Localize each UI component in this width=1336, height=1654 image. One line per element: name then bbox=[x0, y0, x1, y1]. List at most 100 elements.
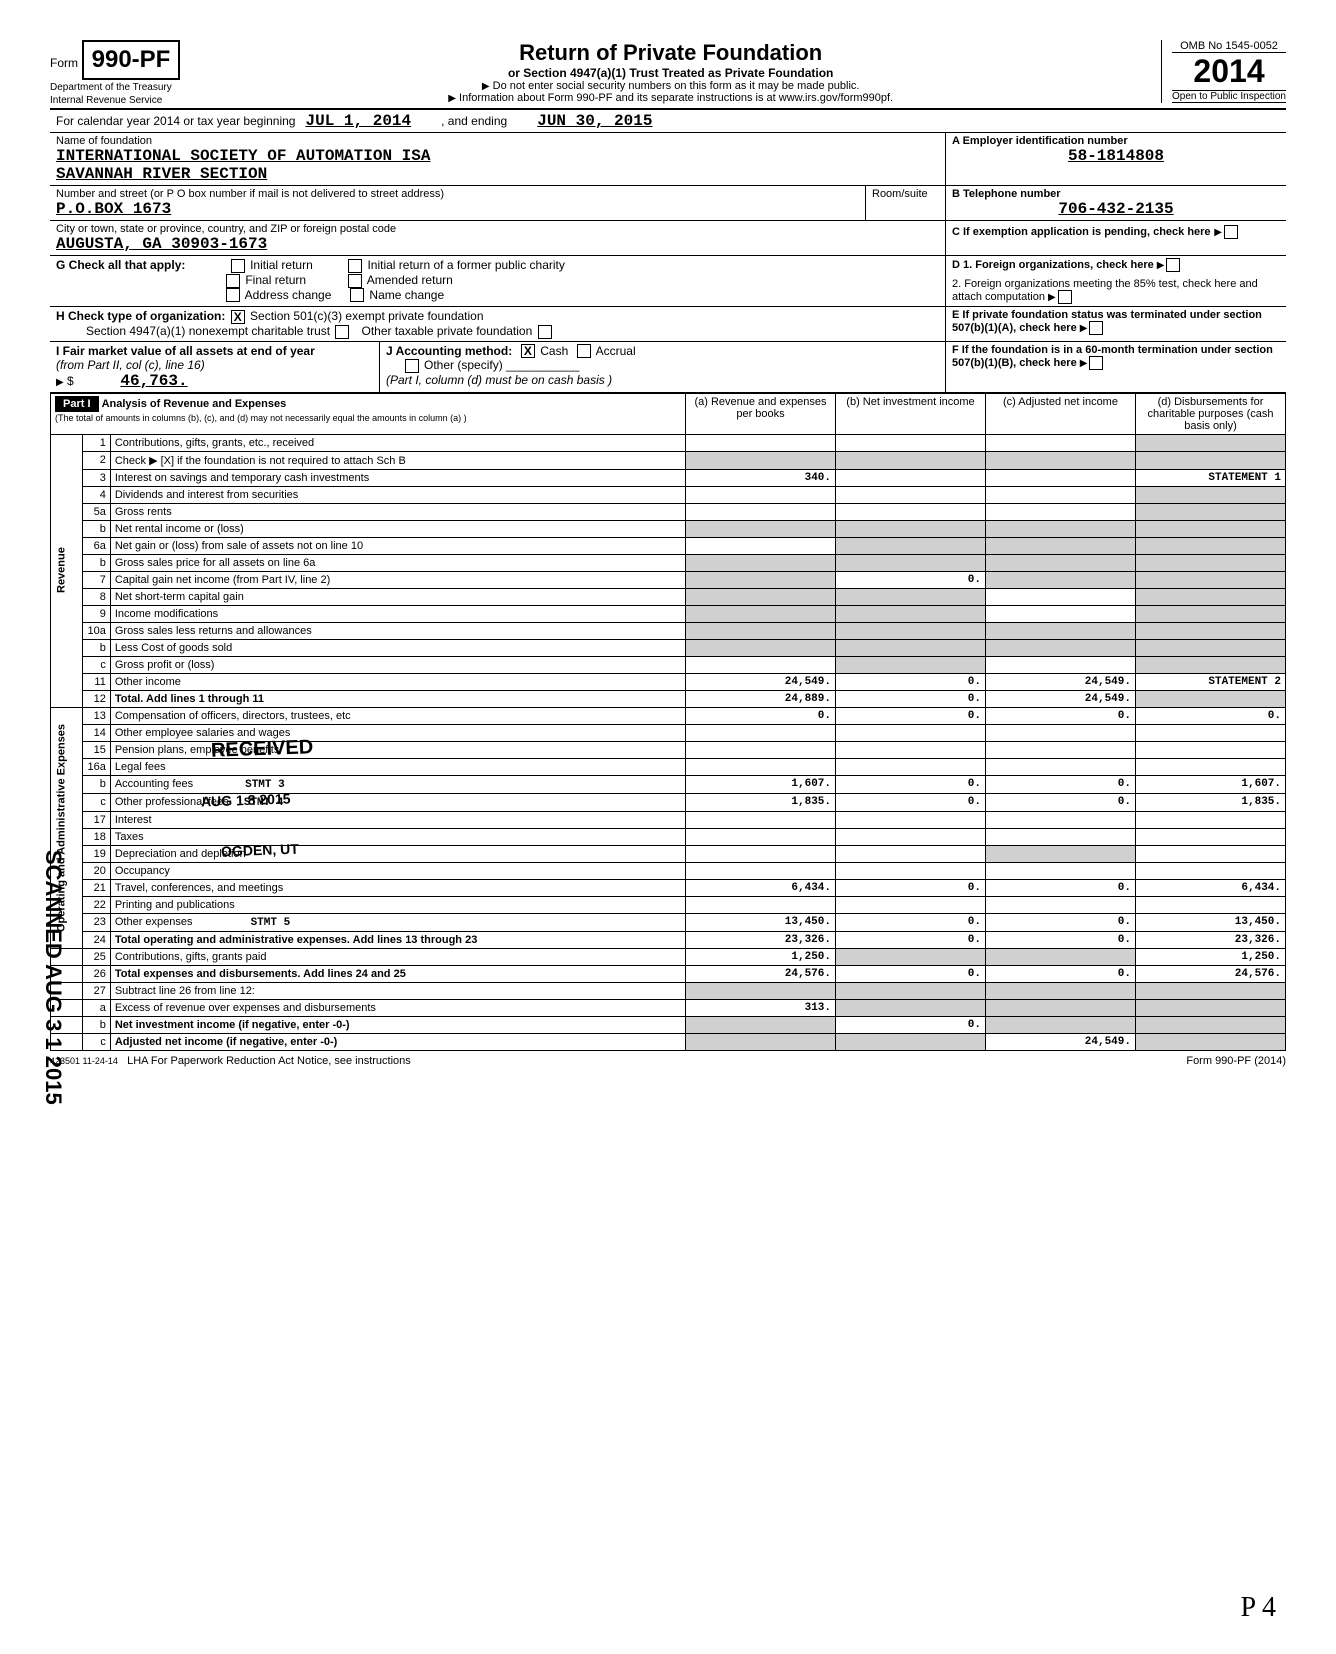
g-label: G Check all that apply: bbox=[56, 258, 185, 272]
c-checkbox[interactable] bbox=[1224, 225, 1238, 239]
end-date: JUN 30, 2015 bbox=[537, 112, 652, 130]
arrow-icon bbox=[1048, 291, 1056, 303]
g-former-checkbox[interactable] bbox=[348, 259, 362, 273]
col-d-header: (d) Disbursements for charitable purpose… bbox=[1136, 393, 1286, 434]
g-opt-4: Amended return bbox=[367, 273, 453, 287]
subtitle: or Section 4947(a)(1) Trust Treated as P… bbox=[200, 66, 1141, 80]
line-24: Total operating and administrative expen… bbox=[110, 931, 685, 948]
g-opt-1: Final return bbox=[245, 273, 306, 287]
tax-year: 2014 bbox=[1172, 53, 1286, 90]
e-checkbox[interactable] bbox=[1089, 321, 1103, 335]
line-27a: Excess of revenue over expenses and disb… bbox=[110, 999, 685, 1016]
l16b-b: 0. bbox=[836, 775, 986, 793]
l13-c: 0. bbox=[986, 707, 1136, 724]
l23-b: 0. bbox=[836, 913, 986, 931]
line-num: 1 bbox=[83, 434, 110, 451]
foundation-name-1: INTERNATIONAL SOCIETY OF AUTOMATION ISA bbox=[56, 147, 939, 165]
l21-c: 0. bbox=[986, 879, 1136, 896]
l26-d: 24,576. bbox=[1136, 965, 1286, 982]
addr-value: P.O.BOX 1673 bbox=[56, 200, 859, 218]
form-header: Form 990-PF Department of the Treasury I… bbox=[50, 40, 1286, 110]
ogden-stamp: OGDEN, UT bbox=[221, 840, 299, 859]
g-name-checkbox[interactable] bbox=[350, 288, 364, 302]
line-num: 12 bbox=[83, 690, 110, 707]
city-c-row: City or town, state or province, country… bbox=[50, 221, 1286, 256]
d2-checkbox[interactable] bbox=[1058, 290, 1072, 304]
part1-note: (Part I, column (d) must be on cash basi… bbox=[386, 373, 612, 387]
f-checkbox[interactable] bbox=[1089, 356, 1103, 370]
note1: Do not enter social security numbers on … bbox=[493, 80, 860, 92]
l27c-c: 24,549. bbox=[986, 1033, 1136, 1050]
line-num: 13 bbox=[83, 707, 110, 724]
year-box: OMB No 1545-0052 2014 Open to Public Ins… bbox=[1161, 40, 1286, 103]
h-opt-3: Other taxable private foundation bbox=[362, 324, 533, 338]
l12-c: 24,549. bbox=[986, 690, 1136, 707]
j-accrual-checkbox[interactable] bbox=[577, 344, 591, 358]
cal-label: For calendar year 2014 or tax year begin… bbox=[56, 114, 295, 128]
line-num: 20 bbox=[83, 862, 110, 879]
d1-label: D 1. Foreign organizations, check here bbox=[952, 259, 1154, 271]
line-11: Other income bbox=[110, 673, 685, 690]
j-other: Other (specify) bbox=[424, 358, 503, 372]
l23-a: 13,450. bbox=[686, 913, 836, 931]
line-27b: Net investment income (if negative, ente… bbox=[110, 1016, 685, 1033]
h-label: H Check type of organization: bbox=[56, 309, 225, 323]
line-num: 21 bbox=[83, 879, 110, 896]
line-23: Other expenses STMT 5 bbox=[110, 913, 685, 931]
line-8: Net short-term capital gain bbox=[110, 588, 685, 605]
l16c-d: 1,835. bbox=[1136, 793, 1286, 811]
line-4: Dividends and interest from securities bbox=[110, 486, 685, 503]
line-3: Interest on savings and temporary cash i… bbox=[110, 469, 685, 486]
line-19: Depreciation and depletionOGDEN, UT bbox=[110, 845, 685, 862]
line-27: Subtract line 26 from line 12: bbox=[110, 982, 685, 999]
handwritten-page: P 4 bbox=[1240, 1592, 1276, 1624]
line-27c: Adjusted net income (if negative, enter … bbox=[110, 1033, 685, 1050]
l13-d: 0. bbox=[1136, 707, 1286, 724]
line-5a: Gross rents bbox=[110, 503, 685, 520]
line-num: 18 bbox=[83, 828, 110, 845]
arrow-icon bbox=[482, 80, 490, 92]
line-10a: Gross sales less returns and allowances bbox=[110, 622, 685, 639]
g-final-checkbox[interactable] bbox=[226, 274, 240, 288]
line-num: c bbox=[83, 793, 110, 811]
g-amended-checkbox[interactable] bbox=[348, 274, 362, 288]
line-12: Total. Add lines 1 through 11 bbox=[110, 690, 685, 707]
h-501c3-checkbox[interactable]: X bbox=[231, 310, 245, 324]
col-a-header: (a) Revenue and expenses per books bbox=[686, 393, 836, 434]
line-16c: Other professional feesAUG 1 8 2015 STMT… bbox=[110, 793, 685, 811]
l21-a: 6,434. bbox=[686, 879, 836, 896]
l16c-c: 0. bbox=[986, 793, 1136, 811]
dept-irs: Internal Revenue Service bbox=[50, 95, 180, 106]
g-initial-checkbox[interactable] bbox=[231, 259, 245, 273]
l21-d: 6,434. bbox=[1136, 879, 1286, 896]
l16b-d: 1,607. bbox=[1136, 775, 1286, 793]
j-cash-checkbox[interactable]: X bbox=[521, 344, 535, 358]
line-num: 3 bbox=[83, 469, 110, 486]
h-opt-2: Section 4947(a)(1) nonexempt charitable … bbox=[86, 324, 330, 338]
scanned-side-stamp: SCANNED AUG 3 1 2015 bbox=[40, 850, 66, 1105]
line-25: Contributions, gifts, grants paid bbox=[110, 948, 685, 965]
part1-heading: Analysis of Revenue and Expenses bbox=[102, 398, 287, 410]
line-num: 11 bbox=[83, 673, 110, 690]
g-address-checkbox[interactable] bbox=[226, 288, 240, 302]
j-other-checkbox[interactable] bbox=[405, 359, 419, 373]
line-num: c bbox=[83, 1033, 110, 1050]
addr-label: Number and street (or P O box number if … bbox=[56, 188, 859, 200]
line-num: 25 bbox=[83, 948, 110, 965]
l13-a: 0. bbox=[686, 707, 836, 724]
form-number: 990-PF bbox=[92, 46, 171, 73]
line-18: Taxes bbox=[110, 828, 685, 845]
line-6a: Net gain or (loss) from sale of assets n… bbox=[110, 537, 685, 554]
phone-label: B Telephone number bbox=[952, 188, 1280, 200]
l11-d: STATEMENT 2 bbox=[1136, 673, 1286, 690]
l23-c: 0. bbox=[986, 913, 1136, 931]
i-label: I Fair market value of all assets at end… bbox=[56, 344, 315, 358]
line-num: c bbox=[83, 656, 110, 673]
room-label: Room/suite bbox=[872, 188, 939, 200]
begin-date: JUL 1, 2014 bbox=[306, 112, 412, 130]
h-other-checkbox[interactable] bbox=[538, 325, 552, 339]
d1-checkbox[interactable] bbox=[1166, 258, 1180, 272]
col-c-header: (c) Adjusted net income bbox=[986, 393, 1136, 434]
h-4947-checkbox[interactable] bbox=[335, 325, 349, 339]
dept-treasury: Department of the Treasury bbox=[50, 82, 180, 93]
